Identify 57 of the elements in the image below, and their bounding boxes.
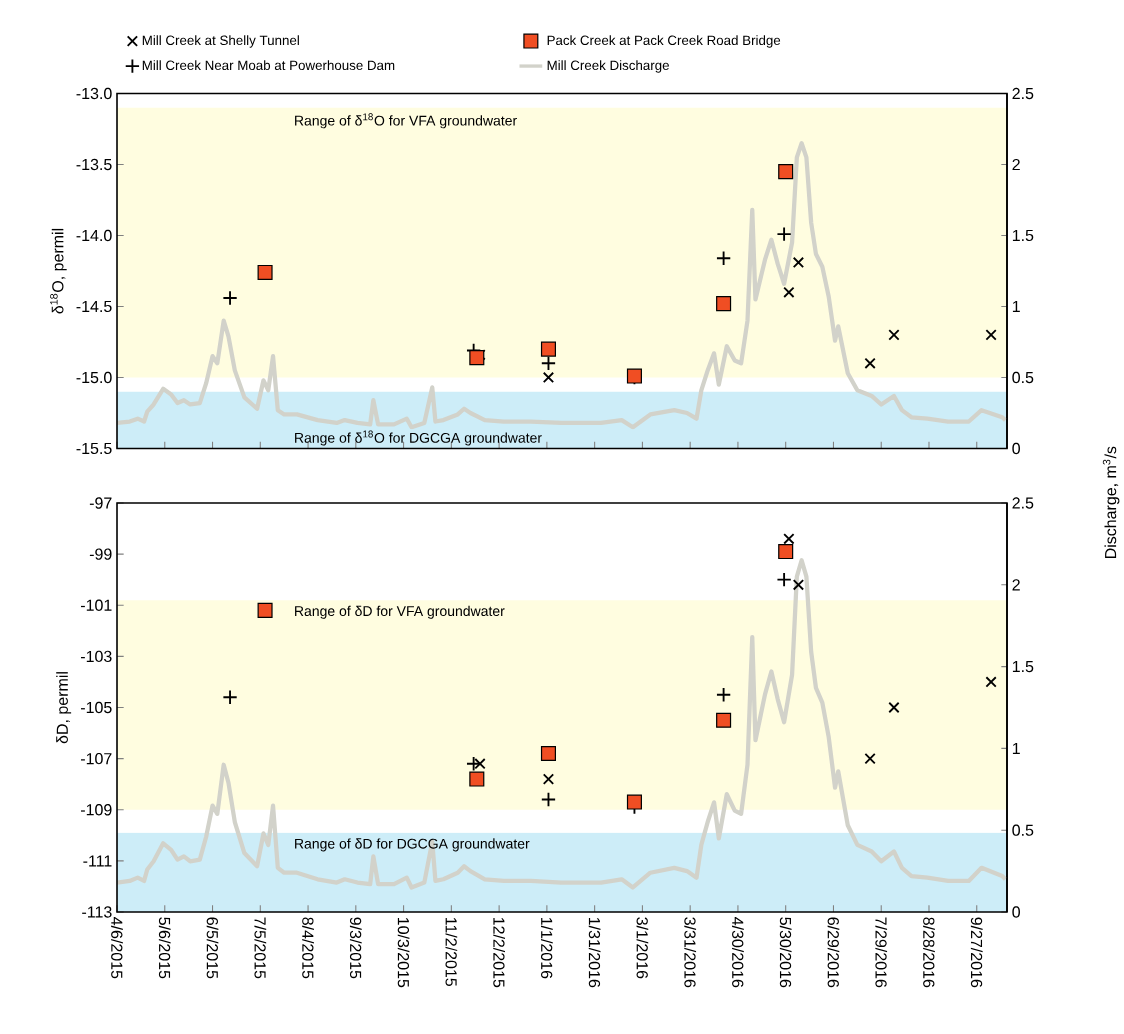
x-tick-label: 12/2/2015 (493, 917, 505, 988)
band-label: Range of δ$^{18}$O for DGCGA groundwater (295, 430, 542, 446)
band-label: Range of δD for DGCGA groundwater (295, 838, 530, 852)
legend-label: Mill Creek Near Moab at Powerhouse Dam (142, 60, 395, 71)
y-axis-title: δD, permil (56, 672, 72, 744)
y-tick-label: -99 (89, 548, 112, 560)
band-label: Range of δD for VFA groundwater (295, 605, 505, 619)
x-tick-label: 8/28/2016 (923, 917, 935, 988)
y-tick-label: -105 (80, 701, 112, 714)
x-tick-label: 5/30/2016 (779, 917, 792, 988)
y-tick-label: -14.0 (76, 229, 112, 242)
x-tick-label: 10/3/2015 (397, 917, 410, 988)
y2-tick-label: 0.5 (1012, 824, 1034, 836)
y2-tick-label: 1.5 (1012, 229, 1034, 242)
y-tick-label: -109 (80, 804, 112, 816)
x-tick-label: 6/29/2016 (827, 917, 840, 988)
x-tick-label: 3/31/2016 (684, 917, 697, 988)
x-tick-label: 7/29/2016 (875, 917, 888, 988)
y-tick-label: -15.5 (76, 442, 112, 455)
y2-tick-label: 2 (1012, 158, 1020, 171)
x-tick-label: 9/27/2016 (970, 917, 983, 988)
x-tick-label: 4/6/2015 (111, 917, 123, 979)
y2-tick-label: 1.5 (1012, 661, 1034, 673)
x-tick-label: 1/1/2016 (541, 917, 553, 979)
y-tick-label: -13.0 (76, 87, 112, 100)
legend-label: Mill Creek Discharge (547, 60, 669, 73)
x-tick-label: 9/3/2015 (349, 917, 362, 979)
y-tick-label: -113 (82, 906, 112, 918)
y-tick-label: -111 (83, 855, 112, 867)
y2-tick-label: 2.5 (1012, 497, 1034, 509)
y-tick-label: -107 (80, 752, 112, 765)
x-tick-label: 11/2/2015 (445, 917, 458, 987)
x-tick-label: 8/4/2015 (302, 917, 314, 979)
y-tick-label: -97 (89, 497, 112, 509)
y2-tick-label: 1 (1012, 742, 1020, 754)
y2-tick-label: 1 (1012, 301, 1020, 312)
y-tick-label: -13.5 (76, 158, 112, 171)
x-tick-label: 7/5/2015 (254, 917, 267, 979)
x-tick-label: 4/30/2016 (732, 917, 744, 988)
y2-tick-label: 0 (1012, 906, 1020, 918)
legend-label: Mill Creek at Shelly Tunnel (142, 35, 299, 48)
band-label: Range of δ$^{18}$O for VFA groundwater (295, 113, 517, 129)
y-tick-label: -103 (80, 650, 112, 663)
y2-tick-label: 0.5 (1012, 371, 1034, 384)
y2-tick-label: 0 (1012, 442, 1020, 455)
x-tick-label: 5/6/2015 (158, 917, 171, 979)
legend-label: Pack Creek at Pack Creek Road Bridge (547, 35, 781, 48)
y2-axis-title: Discharge, m$^{3}$/s (1102, 446, 1120, 559)
y-tick-label: -15.0 (76, 371, 112, 384)
y-tick-label: -14.5 (76, 300, 112, 313)
y-axis-title: δ$^{18}$O, permil (50, 228, 67, 314)
x-tick-label: 6/5/2015 (206, 917, 219, 979)
y2-tick-label: 2 (1012, 579, 1020, 591)
y-tick-label: -101 (80, 599, 112, 611)
y2-tick-label: 2.5 (1012, 87, 1034, 100)
x-tick-label: 3/1/2016 (636, 917, 649, 979)
x-tick-label: 1/31/2016 (588, 917, 601, 988)
